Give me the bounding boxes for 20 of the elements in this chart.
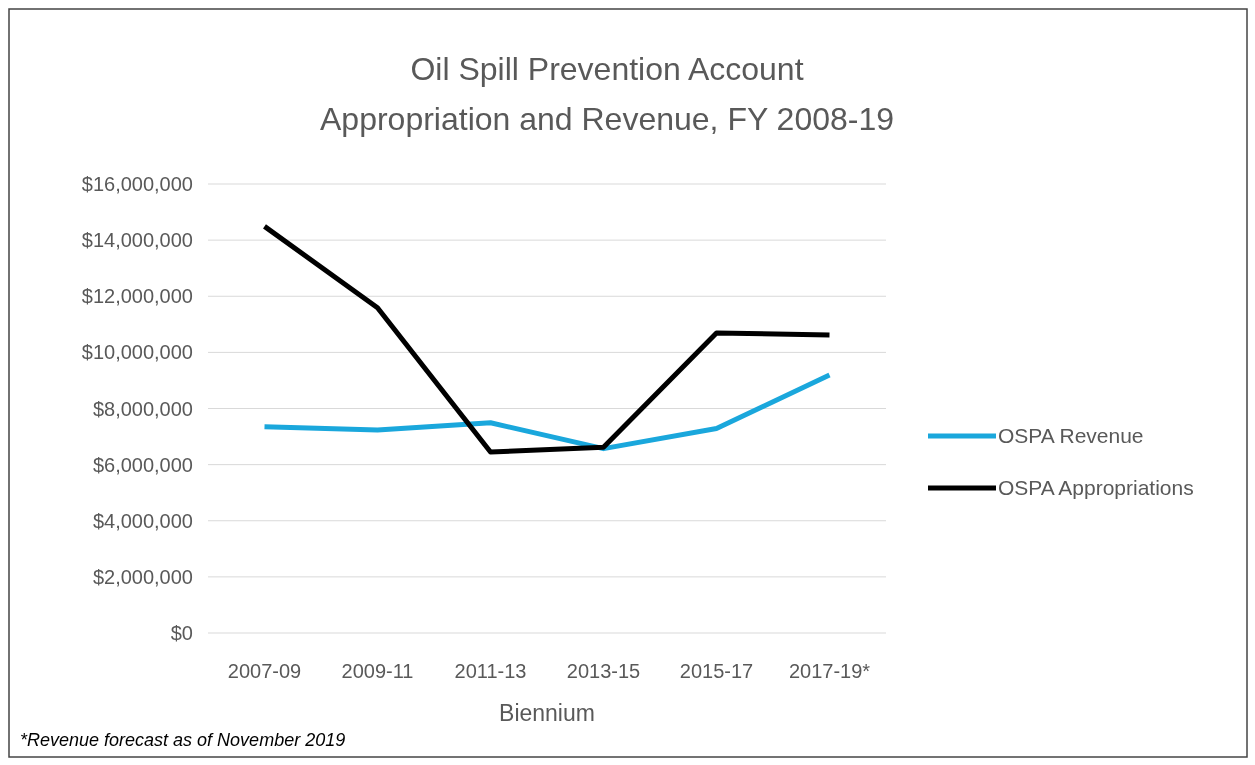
x-tick-label: 2013-15 — [566, 660, 641, 682]
y-tick-label: $14,000,000 — [81, 229, 193, 252]
x-axis-title: Biennium — [499, 700, 595, 726]
x-tick-label: 2011-13 — [454, 660, 527, 682]
x-tick-label: 2017-19* — [788, 660, 871, 682]
y-tick-label: $12,000,000 — [81, 285, 193, 308]
x-tick-label: 2009-11 — [341, 660, 414, 682]
legend-label: OSPA Revenue — [998, 424, 1144, 448]
y-tick-label: $16,000,000 — [81, 173, 193, 195]
legend-label: OSPA Appropriations — [998, 476, 1194, 500]
text: *Revenue forecast as of November 2019 — [20, 730, 346, 750]
y-tick-label: $8,000,000 — [92, 397, 193, 420]
y-tick-label: $10,000,000 — [81, 341, 193, 364]
y-tick-label: $6,000,000 — [92, 453, 193, 476]
x-tick-label: 2007-09 — [227, 660, 302, 682]
x-tick-label: 2015-17 — [679, 660, 754, 682]
chart-title: Oil Spill Prevention Account Appropriation and Revenue, FY 2008-19 — [319, 51, 895, 137]
y-tick-label: $2,000,000 — [92, 565, 193, 588]
y-tick-label: $0 — [170, 622, 193, 644]
y-tick-label: $4,000,000 — [92, 509, 193, 532]
